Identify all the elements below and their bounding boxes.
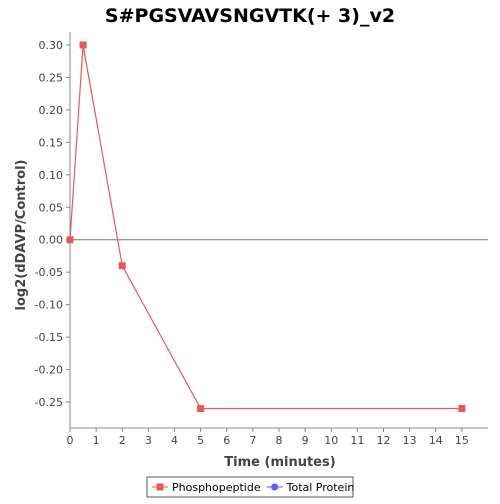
y-tick-label: 0.10 — [39, 169, 64, 182]
data-point — [458, 405, 466, 413]
legend-label: Phosphopeptide — [172, 481, 261, 494]
x-tick-label: 2 — [119, 434, 126, 447]
x-tick-label: 1 — [93, 434, 100, 447]
x-tick-label: 11 — [350, 434, 364, 447]
x-tick-label: 13 — [403, 434, 417, 447]
legend-marker — [156, 483, 164, 491]
legend-box — [146, 476, 354, 498]
x-tick-label: 7 — [249, 434, 256, 447]
legend-label: Total Protein — [286, 481, 355, 494]
y-tick-label: 0.00 — [39, 234, 64, 247]
x-tick-label: 3 — [145, 434, 152, 447]
data-point — [79, 41, 87, 49]
x-axis-title: Time (minutes) — [224, 455, 335, 470]
x-tick-label: 5 — [197, 434, 204, 447]
x-tick-label: 8 — [276, 434, 283, 447]
data-point — [66, 236, 74, 244]
y-tick-label: 0.25 — [39, 71, 64, 84]
x-tick-label: 10 — [324, 434, 338, 447]
y-tick-label: 0.30 — [39, 39, 64, 52]
y-axis-title: log2(dDAVP/Control) — [14, 160, 29, 311]
x-tick-label: 15 — [455, 434, 469, 447]
x-tick-label: 0 — [67, 434, 74, 447]
y-tick-label: -0.20 — [35, 364, 63, 377]
data-point — [197, 405, 205, 413]
y-tick-label: -0.05 — [35, 266, 63, 279]
plot-background — [70, 32, 488, 428]
data-point — [118, 262, 126, 270]
plot-area: -0.25 -0.20 -0.15 -0.10 -0.05 0.00 0.05 0.10 0.1… — [35, 32, 488, 447]
y-tick-label: 0.20 — [39, 104, 64, 117]
legend-marker — [271, 483, 279, 491]
legend: Phosphopeptide Total Protein — [146, 476, 355, 498]
y-tick-label: 0.15 — [39, 136, 64, 149]
x-tick-label: 6 — [223, 434, 230, 447]
y-tick-label: -0.25 — [35, 396, 63, 409]
chart-title: S#PGSVAVSNGVTK(+ 3)_v2 — [105, 5, 395, 27]
y-tick-label: 0.05 — [39, 201, 64, 214]
x-tick-label: 14 — [429, 434, 443, 447]
x-tick-label: 9 — [302, 434, 309, 447]
x-tick-label: 12 — [377, 434, 391, 447]
y-tick-label: -0.10 — [35, 299, 63, 312]
x-tick-label: 4 — [171, 434, 178, 447]
y-tick-label: -0.15 — [35, 331, 63, 344]
